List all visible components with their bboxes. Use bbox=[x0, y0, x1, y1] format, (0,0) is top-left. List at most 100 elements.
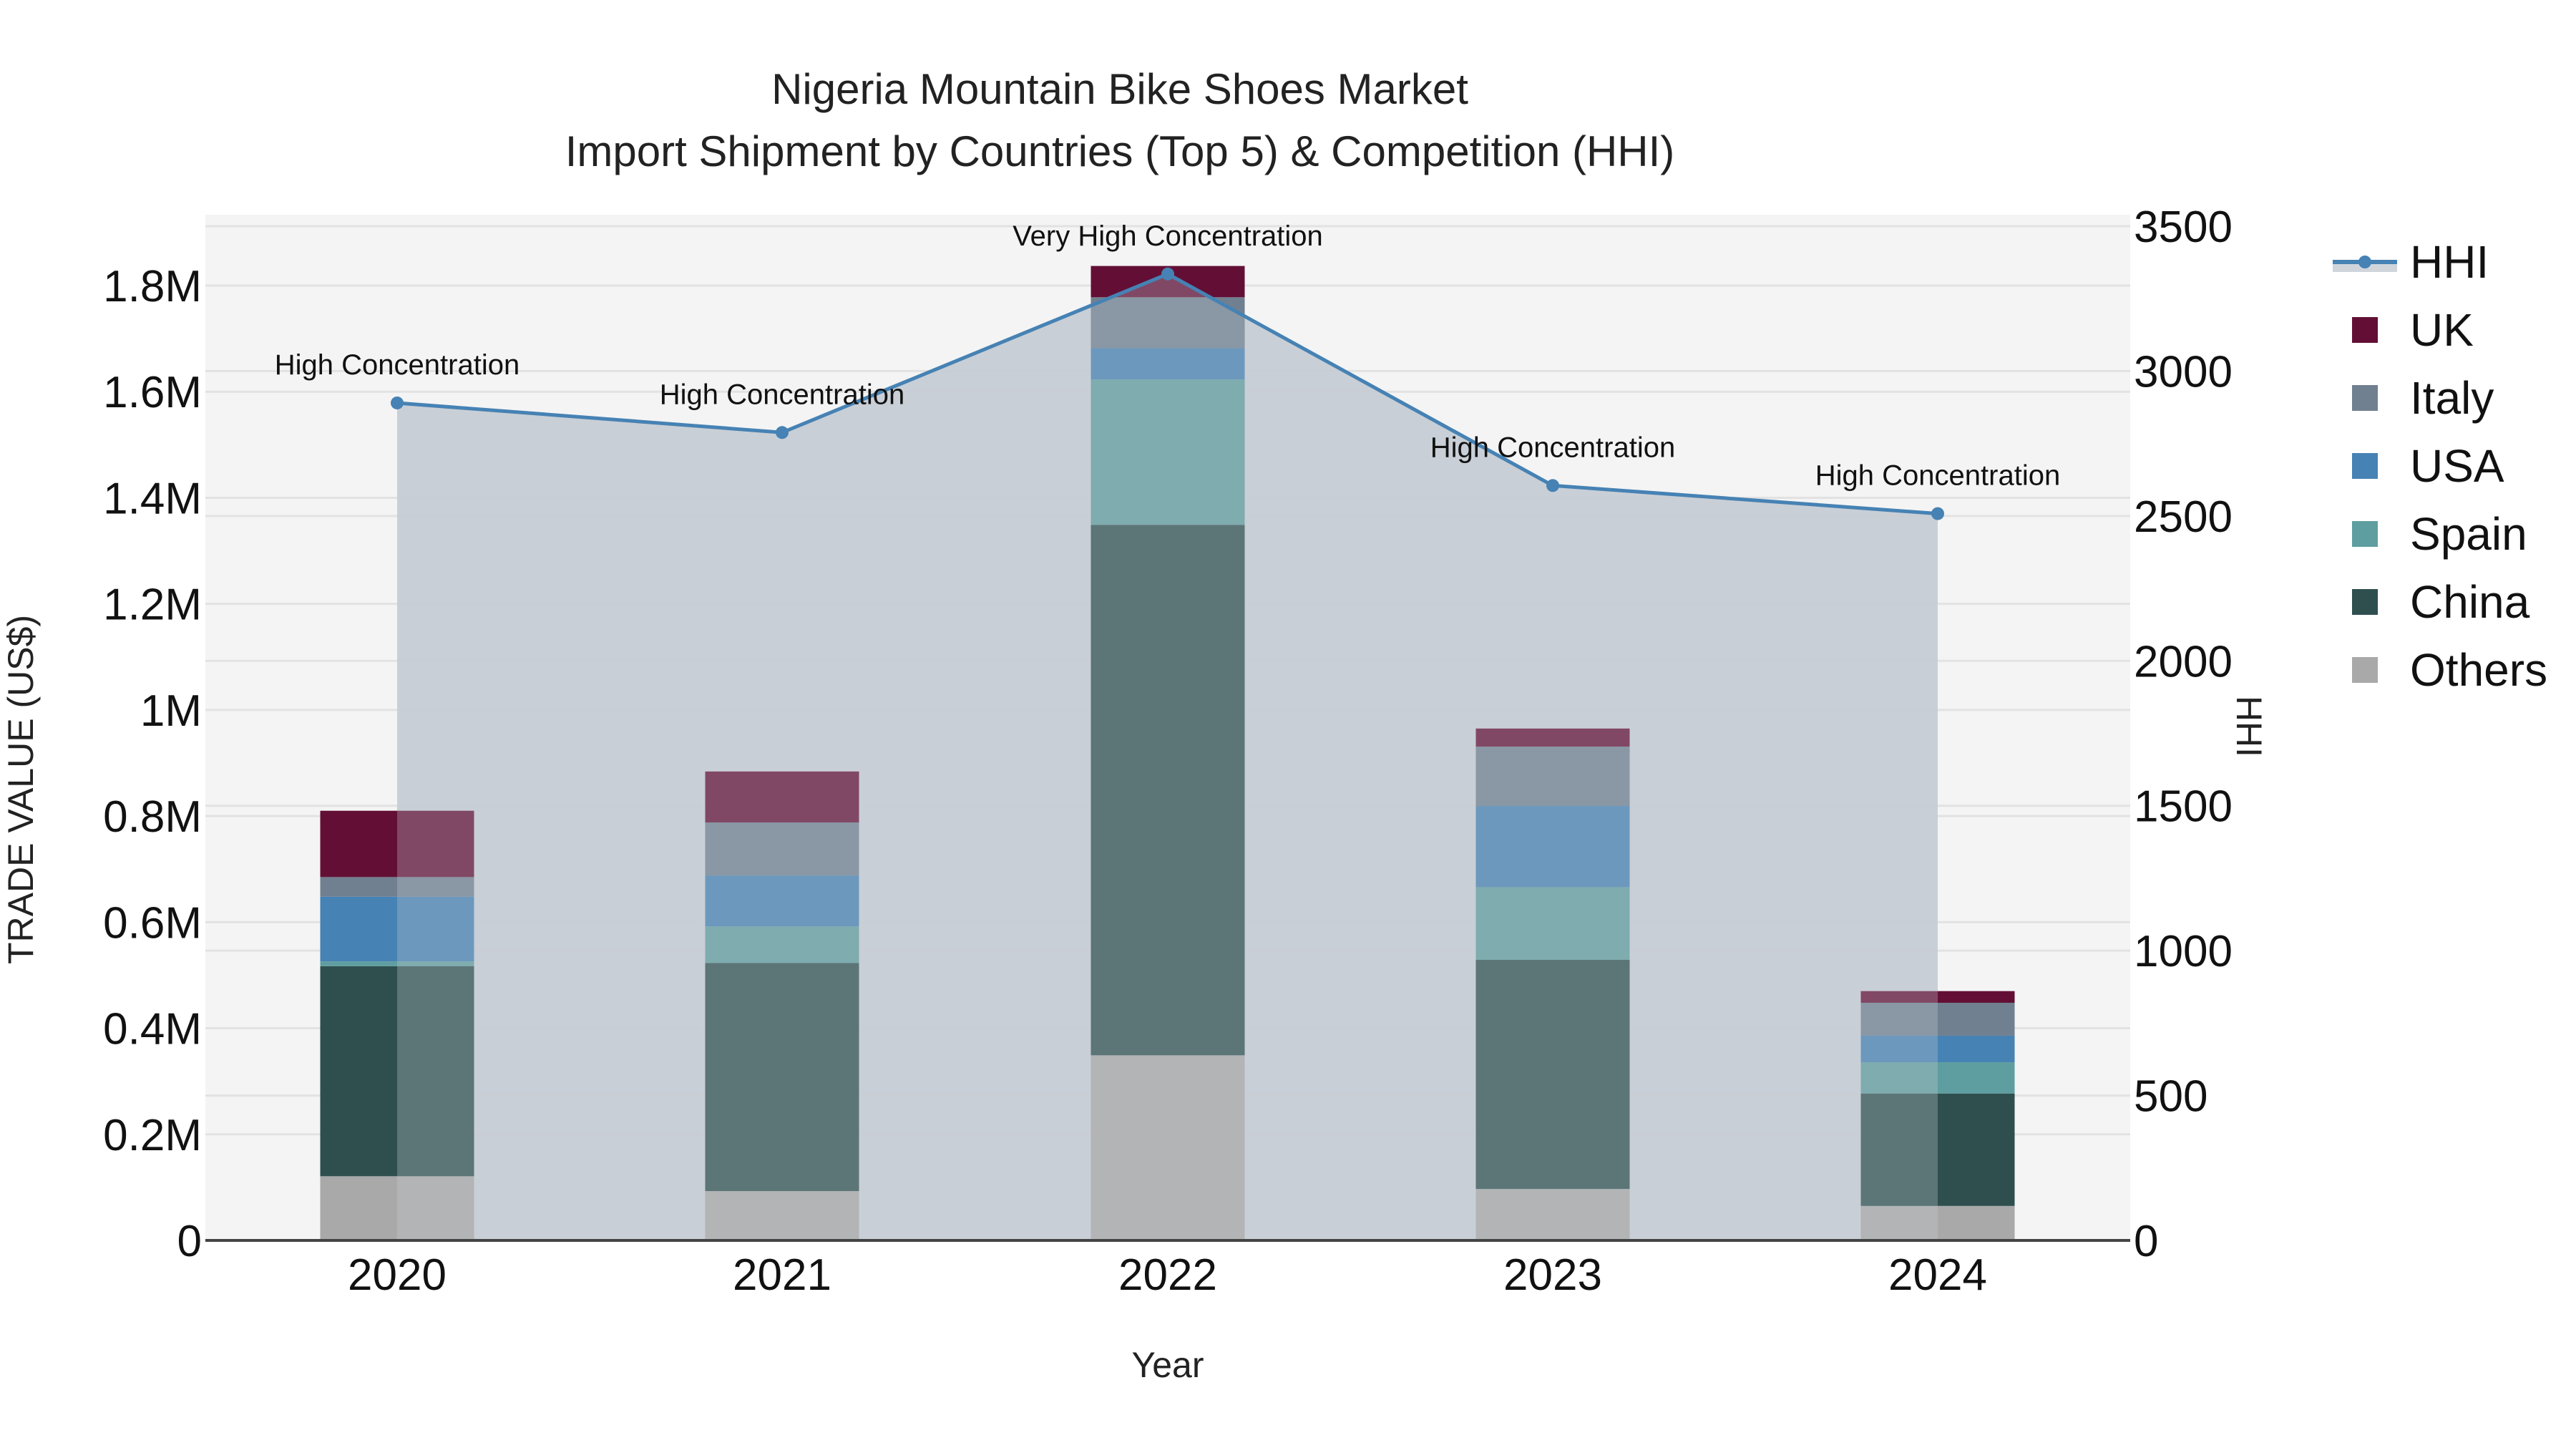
legend-label: Italy bbox=[2410, 372, 2494, 424]
bar-segment-usa bbox=[320, 896, 474, 962]
x-tick-label: 2023 bbox=[1503, 1250, 1602, 1300]
bar-segment-others bbox=[1091, 1055, 1245, 1240]
y2-tick-label: 2000 bbox=[2134, 637, 2233, 686]
bar-segment-uk bbox=[320, 810, 474, 878]
legend-item-hhi[interactable]: HHI bbox=[2333, 236, 2489, 288]
y-axis-title: TRADE VALUE (US$) bbox=[1, 615, 41, 964]
y2-tick-label: 3000 bbox=[2134, 347, 2233, 397]
y-tick-label: 0.4M bbox=[103, 1005, 202, 1054]
legend-label: HHI bbox=[2410, 236, 2489, 288]
hhi-annotation: Very High Concentration bbox=[1013, 220, 1323, 252]
legend-item-china[interactable]: China bbox=[2352, 576, 2530, 628]
bar-segment-china bbox=[1091, 525, 1245, 1056]
bar-segment-italy bbox=[320, 877, 474, 897]
y-tick-label: 1.4M bbox=[103, 474, 202, 523]
legend-swatch-icon bbox=[2352, 453, 2378, 479]
x-tick-label: 2021 bbox=[733, 1250, 831, 1300]
bar-segment-spain bbox=[705, 926, 859, 963]
bar-segment-italy bbox=[1860, 1002, 2015, 1036]
bar-stack-2021 bbox=[705, 771, 859, 1240]
chart-title: Nigeria Mountain Bike Shoes Market bbox=[771, 65, 1468, 113]
legend-swatch-icon bbox=[2352, 521, 2378, 547]
y-tick-label: 0 bbox=[177, 1217, 202, 1266]
hhi-annotation: High Concentration bbox=[275, 349, 519, 381]
legend-swatch-icon bbox=[2352, 385, 2378, 411]
y-tick-label: 1M bbox=[140, 686, 202, 736]
bar-segment-usa bbox=[1860, 1035, 2015, 1062]
y-tick-label: 0.8M bbox=[103, 792, 202, 842]
bar-segment-spain bbox=[1860, 1061, 2015, 1094]
legend-marker-icon bbox=[2358, 256, 2371, 268]
legend-label: USA bbox=[2410, 440, 2504, 492]
x-tick-label: 2022 bbox=[1118, 1250, 1217, 1300]
y2-tick-label: 3500 bbox=[2134, 203, 2233, 252]
x-axis-title: Year bbox=[1131, 1345, 1204, 1385]
legend-label: Spain bbox=[2410, 508, 2527, 560]
hhi-marker bbox=[391, 396, 404, 409]
hhi-annotation: High Concentration bbox=[1815, 460, 2060, 492]
y2-tick-label: 500 bbox=[2134, 1072, 2207, 1122]
axes: 0 0.2M 0.4M 0.6M 0.8M 1M 1.2M 1.4M 1.6M 1.8M 0 500 1… bbox=[103, 203, 2233, 1300]
hhi-marker bbox=[776, 426, 789, 439]
bar-segment-china bbox=[705, 963, 859, 1192]
bar-segment-spain bbox=[1091, 379, 1245, 525]
legend-item-usa[interactable]: USA bbox=[2352, 440, 2504, 492]
bar-segment-china bbox=[1475, 959, 1630, 1190]
bar-stack-2023 bbox=[1475, 728, 1630, 1240]
bar-segment-uk bbox=[1860, 991, 2015, 1003]
bar-segment-china bbox=[1860, 1093, 2015, 1206]
y2-axis-title: HHI bbox=[2229, 696, 2269, 757]
y-tick-label: 1.6M bbox=[103, 368, 202, 417]
legend-swatch-icon bbox=[2352, 657, 2378, 683]
x-tick-label: 2024 bbox=[1888, 1250, 1987, 1300]
y-tick-label: 1.8M bbox=[103, 262, 202, 311]
y-tick-label: 1.2M bbox=[103, 580, 202, 630]
legend-swatch-icon bbox=[2352, 317, 2378, 343]
hhi-annotation: High Concentration bbox=[1430, 432, 1675, 463]
bar-segment-spain bbox=[1475, 887, 1630, 960]
bar-segment-italy bbox=[1475, 747, 1630, 807]
bar-stack-2024 bbox=[1860, 991, 2015, 1240]
annotations: High Concentration High Concentration Very… bbox=[275, 220, 2060, 492]
y2-tick-label: 1000 bbox=[2134, 927, 2233, 976]
stacked-bars bbox=[320, 266, 2015, 1241]
hhi-annotation: High Concentration bbox=[660, 379, 904, 410]
legend-item-italy[interactable]: Italy bbox=[2352, 372, 2494, 424]
bar-stack-2022 bbox=[1091, 266, 1245, 1240]
legend-swatch-icon bbox=[2352, 589, 2378, 615]
legend-item-spain[interactable]: Spain bbox=[2352, 508, 2527, 560]
hhi-area-overlay bbox=[397, 273, 1938, 1241]
x-tick-label: 2020 bbox=[348, 1250, 447, 1300]
bar-segment-uk bbox=[705, 771, 859, 823]
legend-label: Others bbox=[2410, 644, 2547, 696]
y-tick-label: 0.6M bbox=[103, 898, 202, 948]
bar-segment-others bbox=[1860, 1205, 2015, 1240]
legend: HHI UK Italy USA Spain China Others bbox=[2333, 236, 2547, 696]
hhi-marker bbox=[1161, 267, 1174, 281]
y-tick-label: 0.2M bbox=[103, 1111, 202, 1160]
hhi-marker bbox=[1931, 507, 1944, 520]
bar-segment-italy bbox=[705, 822, 859, 876]
bar-stack-2020 bbox=[320, 810, 474, 1240]
legend-label: China bbox=[2410, 576, 2530, 628]
bar-segment-china bbox=[320, 966, 474, 1177]
bar-segment-spain bbox=[320, 961, 474, 966]
bar-segment-italy bbox=[1091, 297, 1245, 349]
bar-segment-usa bbox=[1091, 348, 1245, 380]
bar-segment-uk bbox=[1475, 728, 1630, 747]
legend-item-uk[interactable]: UK bbox=[2352, 304, 2474, 356]
chart-subtitle: Import Shipment by Countries (Top 5) & C… bbox=[565, 127, 1675, 175]
bar-segment-others bbox=[320, 1176, 474, 1240]
hhi-marker bbox=[1546, 479, 1559, 492]
bar-segment-usa bbox=[1475, 806, 1630, 888]
y2-tick-label: 1500 bbox=[2134, 782, 2233, 832]
bar-segment-others bbox=[1475, 1189, 1630, 1240]
bar-segment-usa bbox=[705, 875, 859, 927]
y2-tick-label: 2500 bbox=[2134, 492, 2233, 542]
legend-item-others[interactable]: Others bbox=[2352, 644, 2547, 696]
bar-segment-others bbox=[705, 1191, 859, 1240]
y2-tick-label: 0 bbox=[2134, 1217, 2158, 1266]
legend-label: UK bbox=[2410, 304, 2474, 356]
